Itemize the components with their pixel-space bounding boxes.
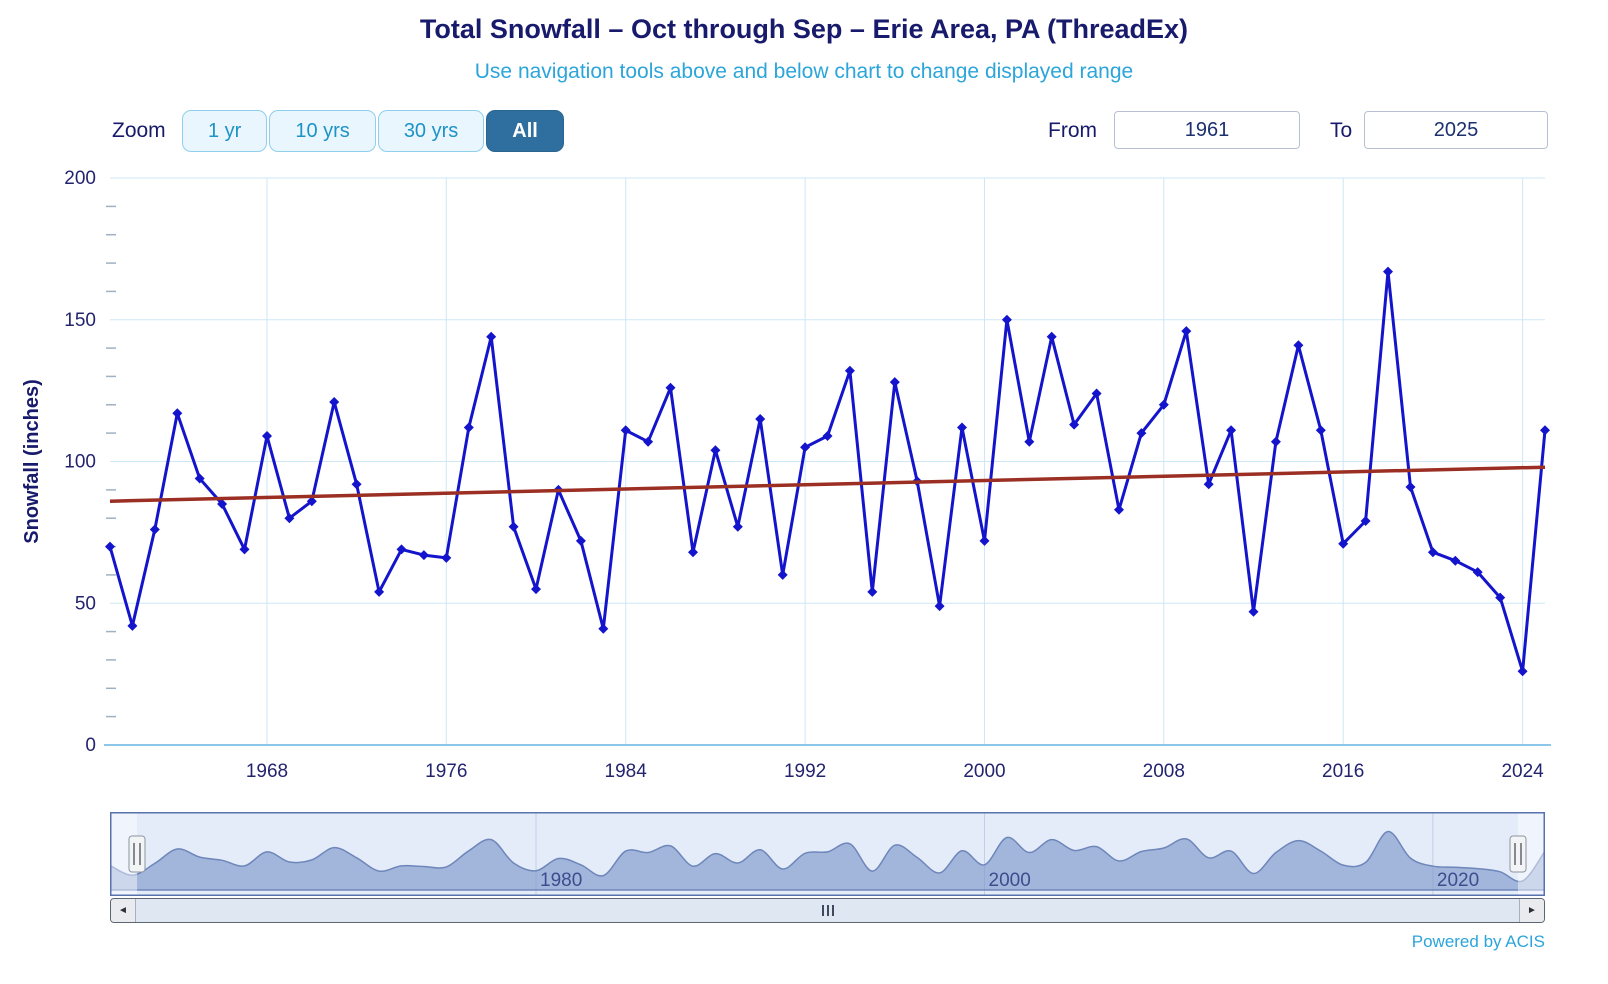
navigator-border [110, 812, 1545, 896]
svg-text:2024: 2024 [1501, 761, 1544, 782]
zoom-all-button[interactable]: All [486, 110, 564, 152]
svg-text:2016: 2016 [1322, 761, 1364, 782]
scrollbar-thumb[interactable] [136, 899, 1519, 922]
navigator-axis-labels: 1980 2000 2020 [540, 870, 1479, 891]
zoom-30yrs-button[interactable]: 30 yrs [377, 110, 485, 152]
to-label: To [1330, 119, 1353, 142]
from-year-input[interactable] [1114, 111, 1300, 149]
right-arrow-icon: ► [1527, 905, 1537, 916]
scrollbar-grip-icon [821, 905, 834, 916]
svg-text:2008: 2008 [1143, 761, 1185, 782]
trend-line[interactable] [109, 465, 1546, 503]
scrollbar-right-button[interactable]: ► [1519, 899, 1544, 922]
from-label: From [1048, 119, 1097, 142]
navigator-handle-right[interactable] [1509, 835, 1527, 873]
zoom-10yrs-button[interactable]: 10 yrs [269, 110, 376, 152]
chart-subtitle: Use navigation tools above and below cha… [474, 60, 1134, 83]
svg-text:2000: 2000 [989, 870, 1031, 891]
range-toolbar: Zoom 1 yr 10 yrs 30 yrs All From To [0, 110, 1608, 152]
svg-text:100: 100 [64, 452, 96, 473]
svg-text:1992: 1992 [784, 761, 826, 782]
to-year-input[interactable] [1364, 111, 1548, 149]
svg-text:1980: 1980 [540, 870, 582, 891]
svg-text:150: 150 [64, 310, 96, 331]
main-chart[interactable]: 0 50 100 150 200 1968 1976 1984 1992 2000 2008 2016… [0, 156, 1608, 804]
svg-text:1976: 1976 [425, 761, 467, 782]
svg-text:1984: 1984 [605, 761, 648, 782]
chart-title: Total Snowfall – Oct through Sep – Erie … [419, 14, 1189, 44]
scrollbar[interactable]: ◄ ► [110, 898, 1545, 923]
powered-by-acis-link[interactable]: Powered by ACIS [1411, 932, 1545, 951]
navigator-handle-left[interactable] [128, 835, 146, 873]
zoom-button-group: 1 yr 10 yrs 30 yrs All [182, 110, 564, 152]
svg-text:0: 0 [85, 735, 96, 756]
svg-text:1968: 1968 [246, 761, 288, 782]
y-axis-title: Snowfall (inches) [21, 379, 43, 543]
axis-tick-labels: 0 50 100 150 200 1968 1976 1984 1992 2000 2008 2016… [64, 168, 1544, 782]
navigator[interactable]: 1980 2000 2020 [110, 812, 1545, 896]
svg-text:50: 50 [75, 593, 96, 614]
zoom-label: Zoom [112, 119, 166, 142]
left-arrow-icon: ◄ [118, 905, 128, 916]
navigator-area [110, 830, 1545, 891]
scrollbar-left-button[interactable]: ◄ [111, 899, 136, 922]
svg-text:2020: 2020 [1437, 870, 1479, 891]
zoom-1yr-button[interactable]: 1 yr [182, 110, 268, 152]
svg-text:2000: 2000 [963, 761, 1005, 782]
snowfall-series-markers[interactable] [105, 266, 1550, 677]
svg-text:200: 200 [64, 168, 96, 189]
